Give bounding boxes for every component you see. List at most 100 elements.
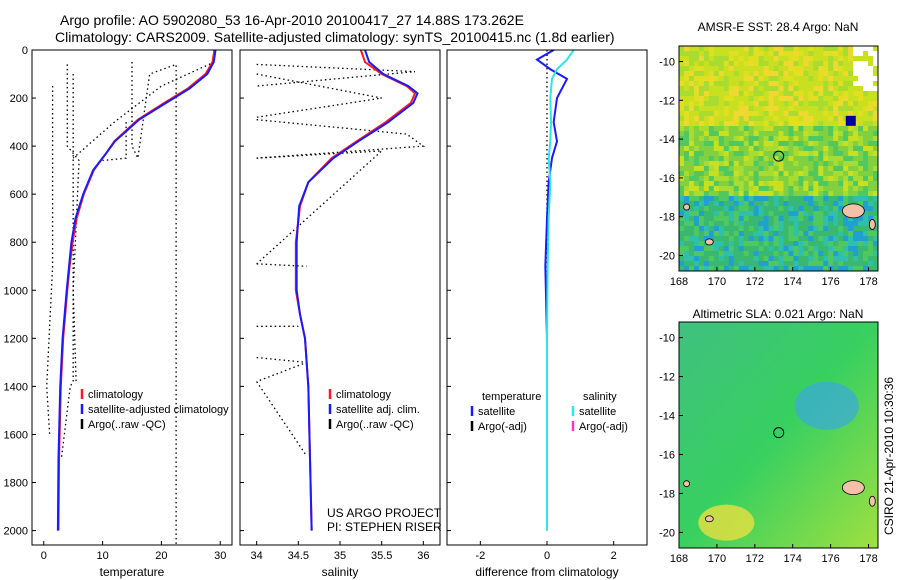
sst-cell bbox=[733, 246, 740, 252]
sst-cell bbox=[743, 81, 750, 87]
argo-raw-profile bbox=[46, 86, 54, 435]
sst-cell bbox=[813, 146, 819, 152]
sst-cell bbox=[698, 106, 705, 112]
sst-cell bbox=[808, 136, 814, 142]
sst-cell bbox=[843, 236, 849, 242]
sst-cell bbox=[863, 236, 869, 242]
sst-cell bbox=[758, 71, 765, 77]
sst-cell bbox=[763, 156, 770, 162]
sst-cell bbox=[813, 176, 819, 182]
sst-cell bbox=[723, 96, 730, 102]
sst-cell bbox=[823, 266, 829, 272]
sst-cell bbox=[853, 176, 859, 182]
sst-cell bbox=[768, 261, 775, 267]
sst-cell bbox=[778, 121, 784, 127]
sst-cell bbox=[763, 206, 770, 212]
sst-cell bbox=[738, 81, 745, 87]
sst-cell bbox=[688, 91, 695, 97]
sst-cell bbox=[708, 56, 715, 62]
sst-cell bbox=[713, 101, 720, 107]
sst-cell bbox=[778, 201, 784, 207]
sst-cell bbox=[713, 236, 720, 242]
sst-cell bbox=[679, 121, 685, 127]
sst-cell bbox=[788, 226, 794, 232]
sst-cell bbox=[728, 201, 735, 207]
sst-cell bbox=[858, 186, 864, 192]
profile-panel-1: 0 10 20 30020040060080010001200140016001800… bbox=[4, 45, 233, 579]
sst-cell bbox=[758, 171, 765, 177]
sst-cell bbox=[858, 241, 864, 247]
sst-cell bbox=[738, 256, 745, 262]
sst-cell bbox=[833, 171, 839, 177]
sst-cell bbox=[758, 251, 765, 257]
sst-cell bbox=[743, 111, 750, 117]
sst-cell bbox=[698, 256, 705, 262]
sst-cell bbox=[758, 231, 765, 237]
sst-cell bbox=[863, 136, 869, 142]
sst-cell bbox=[773, 226, 779, 232]
sst-cell bbox=[798, 146, 804, 152]
sst-cell bbox=[843, 221, 849, 227]
sst-cell bbox=[873, 176, 879, 182]
sst-cell bbox=[813, 186, 819, 192]
sst-cell bbox=[713, 201, 720, 207]
sst-cell bbox=[813, 191, 819, 197]
sst-cell bbox=[793, 221, 799, 227]
sst-cell bbox=[758, 181, 765, 187]
sst-cell bbox=[718, 221, 725, 227]
sst-cell bbox=[713, 181, 720, 187]
sst-cell bbox=[703, 111, 710, 117]
sst-cell bbox=[763, 181, 770, 187]
sst-cell bbox=[683, 161, 690, 167]
sst-cell bbox=[703, 216, 710, 222]
sst-cell bbox=[778, 131, 784, 137]
sst-cell bbox=[773, 216, 779, 222]
argo-position-marker bbox=[773, 427, 785, 439]
sst-cell bbox=[713, 251, 720, 257]
sst-cell bbox=[813, 151, 819, 157]
sst-cell bbox=[843, 131, 849, 137]
sst-cell bbox=[813, 61, 819, 67]
sst-cell bbox=[798, 106, 804, 112]
sst-cell bbox=[703, 156, 710, 162]
sst-cell bbox=[838, 191, 844, 197]
sst-cell bbox=[863, 201, 869, 207]
sst-cell bbox=[763, 61, 770, 67]
sst-cell bbox=[783, 231, 789, 237]
sst-cell bbox=[748, 91, 755, 97]
sst-cell bbox=[833, 106, 839, 112]
sst-cell bbox=[688, 86, 695, 92]
sst-cell bbox=[778, 96, 784, 102]
sst-cell bbox=[773, 261, 779, 267]
sst-cell bbox=[793, 171, 799, 177]
sst-cell bbox=[818, 91, 824, 97]
sst-cell bbox=[679, 211, 685, 217]
sst-cell bbox=[743, 51, 750, 57]
sst-cell bbox=[868, 201, 874, 207]
sst-cell bbox=[858, 151, 864, 157]
sst-cell bbox=[679, 246, 685, 252]
sst-cell bbox=[813, 241, 819, 247]
sst-cell bbox=[773, 266, 779, 272]
sst-cell bbox=[873, 251, 879, 257]
sst-cell bbox=[828, 251, 834, 257]
sst-cell bbox=[863, 111, 869, 117]
sst-cell bbox=[708, 221, 715, 227]
sst-cell bbox=[858, 171, 864, 177]
sst-cell bbox=[848, 226, 854, 232]
sst-cell bbox=[788, 96, 794, 102]
sst-cell bbox=[698, 186, 705, 192]
sst-cell bbox=[738, 226, 745, 232]
sst-cell bbox=[838, 111, 844, 117]
sst-cell bbox=[833, 121, 839, 127]
sst-cell bbox=[853, 86, 859, 92]
sst-cell bbox=[853, 166, 859, 172]
y-tick-label: 200 bbox=[10, 93, 28, 105]
sst-cell bbox=[808, 166, 814, 172]
sst-cell bbox=[818, 136, 824, 142]
sst-cell bbox=[838, 266, 844, 272]
sst-cell bbox=[823, 206, 829, 212]
x-tick-label: 36 bbox=[417, 550, 429, 562]
y-tick-label: 2000 bbox=[4, 526, 28, 538]
